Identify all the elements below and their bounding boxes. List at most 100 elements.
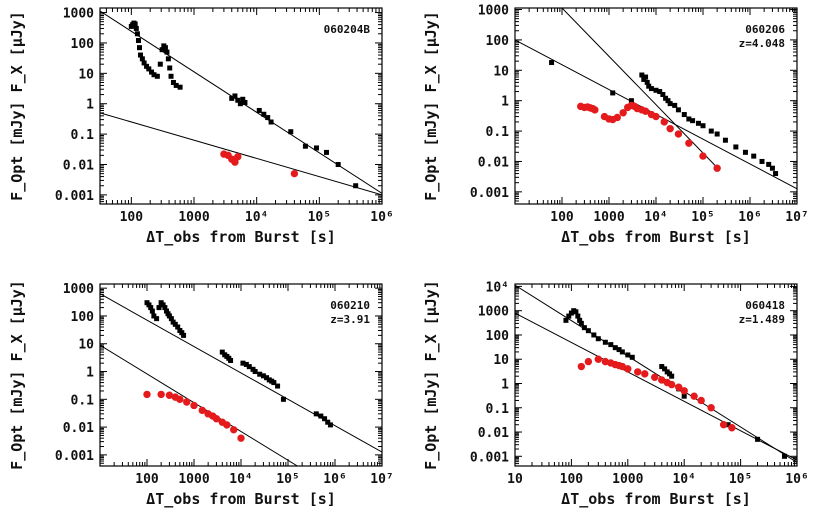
xray-point <box>243 361 249 367</box>
xray-point <box>608 342 614 348</box>
xray-point <box>335 161 341 167</box>
x-tick-label: 10⁶ <box>738 210 761 225</box>
xray-point <box>240 360 246 366</box>
axes-frame <box>99 7 383 205</box>
xray-point <box>135 38 141 44</box>
xray-point <box>137 52 143 58</box>
optical-point <box>230 426 238 434</box>
xray-point <box>162 305 168 311</box>
y-axis-label: F_Opt [mJy] F_X [μJy] <box>422 280 440 470</box>
optical-point <box>157 390 165 399</box>
xray-point <box>179 330 185 336</box>
optical-point <box>690 392 698 400</box>
xray-point <box>327 422 333 428</box>
xray-point <box>166 313 172 319</box>
optical-point <box>223 421 231 429</box>
optical-point <box>667 380 676 389</box>
x-tick-label: 10⁵ <box>691 210 714 225</box>
x-tick-label: 10⁵ <box>729 472 752 487</box>
y-tick-label: 10 <box>78 338 94 353</box>
xray-point <box>144 63 150 69</box>
xray-point <box>280 396 286 402</box>
y-tick-label: 1000 <box>63 282 94 297</box>
x-tick-label: 1000 <box>178 210 209 225</box>
optical-point <box>699 152 707 160</box>
xray-point <box>322 416 328 422</box>
optical-point <box>660 118 668 126</box>
xray-point <box>141 60 147 66</box>
panel-tag: z=1.489 <box>739 313 785 326</box>
x-axis-label: ΔT_obs from Burst [s] <box>561 228 751 246</box>
optical-point <box>234 153 242 161</box>
xray-point <box>769 165 775 171</box>
y-tick-label: 0.001 <box>55 449 94 464</box>
xray-point <box>168 73 174 79</box>
optical-point <box>577 362 586 371</box>
y-tick-label: 0.1 <box>71 393 95 408</box>
optical-point <box>652 112 660 121</box>
xray-point <box>657 89 663 95</box>
xray-point <box>318 413 324 419</box>
panel-tag: z=4.048 <box>739 37 785 50</box>
x-axis-label: ΔT_obs from Burst [s] <box>146 490 336 508</box>
xray-point <box>139 56 145 62</box>
xray-point <box>686 116 692 122</box>
xray-point <box>149 308 155 314</box>
xray-point <box>165 56 171 62</box>
optical-point <box>290 169 299 178</box>
optical-point <box>707 404 715 412</box>
optical-point <box>183 398 191 406</box>
plot-area <box>100 293 382 466</box>
xray-point <box>265 115 271 121</box>
xray-point <box>578 320 584 326</box>
optical-point <box>190 401 198 410</box>
xray-point <box>134 31 140 37</box>
xray-point <box>164 49 170 55</box>
y-tick-label: 1000 <box>478 4 509 19</box>
x-tick-label: 10⁴ <box>672 472 695 487</box>
panel-tag: 060206 <box>745 23 785 36</box>
xray-point <box>563 317 569 323</box>
xray-point <box>667 101 673 107</box>
xray-point <box>235 97 241 103</box>
xray-point <box>648 86 654 92</box>
y-tick-label: 10 <box>78 67 94 82</box>
xray-point <box>581 325 587 331</box>
xray-point <box>643 74 649 80</box>
y-tick-label: 0.01 <box>63 158 94 173</box>
xray-point <box>733 144 739 150</box>
optical-point <box>728 424 736 432</box>
optical-point <box>624 365 632 373</box>
xray-point <box>148 305 154 311</box>
xray-point <box>619 349 625 355</box>
fit-line <box>100 112 382 196</box>
xray-point <box>610 90 616 96</box>
optical-point <box>674 130 683 138</box>
xray-point <box>154 73 160 79</box>
x-tick-label: 10⁷ <box>370 472 393 487</box>
xray-point <box>146 66 152 72</box>
optical-point <box>613 113 621 122</box>
x-axis-label: ΔT_obs from Burst [s] <box>561 490 751 508</box>
xray-point <box>755 436 761 442</box>
xray-point <box>585 328 591 334</box>
optical-point <box>680 387 688 395</box>
xray-point <box>261 111 267 117</box>
xray-point <box>181 332 187 338</box>
xray-point <box>639 72 645 78</box>
y-tick-label: 0.001 <box>55 189 94 204</box>
xray-point <box>172 321 178 327</box>
xray-point <box>595 336 601 342</box>
optical-point <box>666 124 674 133</box>
xray-point <box>773 171 779 177</box>
y-tick-label: 100 <box>71 37 95 52</box>
xray-point <box>219 349 225 355</box>
x-tick-label: 10⁴ <box>245 210 268 225</box>
xray-point <box>660 91 666 97</box>
xray-point <box>271 380 277 386</box>
fit-line <box>100 344 298 466</box>
panel-3: 100 1000 10⁴ 10⁵ 10⁶ 10⁷ 1000 100 10 1 0.1 0.01 0.00… <box>8 280 394 508</box>
xray-point <box>665 98 671 104</box>
xray-point <box>690 118 696 124</box>
xray-point <box>695 120 701 126</box>
